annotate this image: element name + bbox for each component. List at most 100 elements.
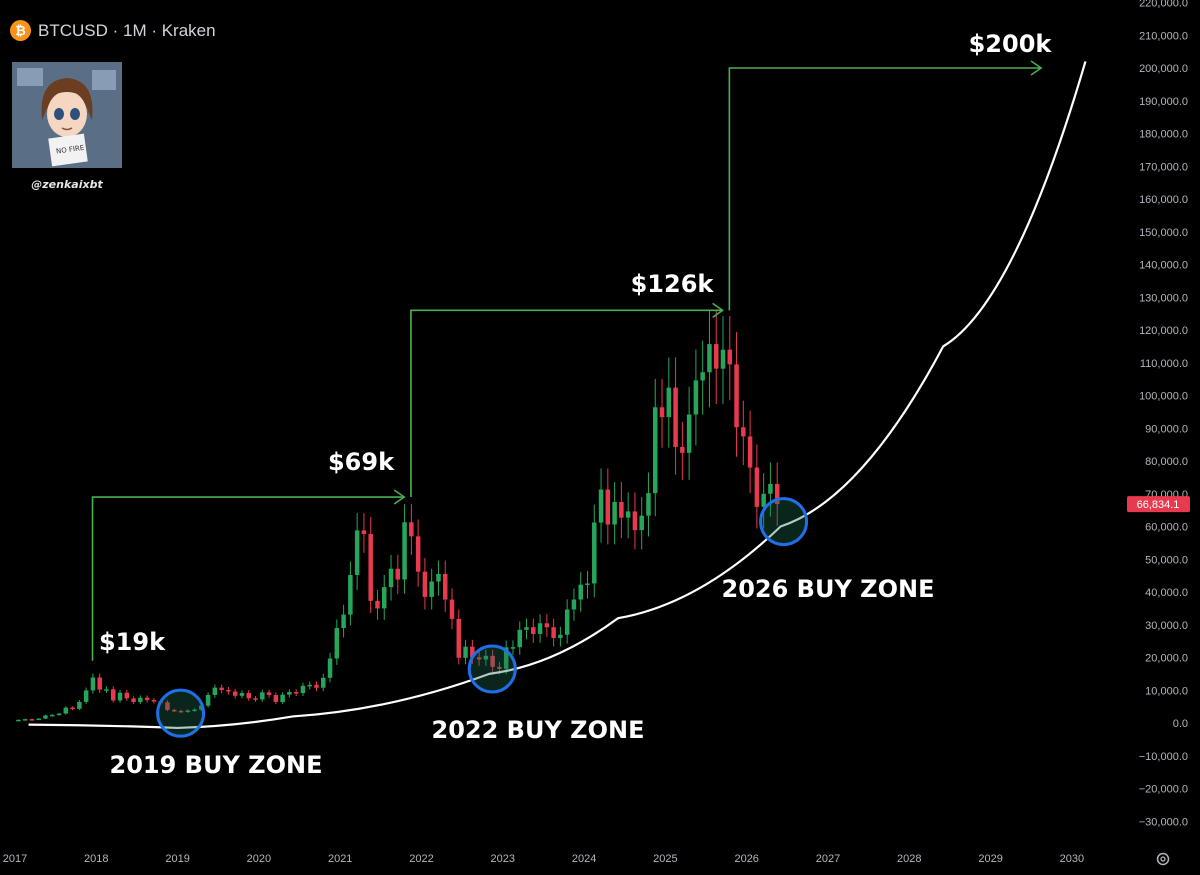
candle-body: [253, 698, 258, 700]
candle-body: [537, 623, 543, 634]
candle-body: [585, 583, 590, 585]
candle-body: [199, 705, 204, 710]
y-tick-label: 120,000.0: [1139, 325, 1188, 337]
x-tick-label: 2023: [491, 853, 515, 865]
y-tick-label: 20,000.0: [1145, 653, 1188, 665]
candle-body: [517, 629, 522, 648]
candle-body: [754, 467, 760, 507]
candle-body: [178, 710, 184, 713]
candle-body: [470, 646, 475, 658]
candle-body: [266, 692, 272, 695]
candle-body: [768, 483, 773, 494]
arrow-line: [410, 309, 723, 498]
candle-body: [260, 692, 265, 700]
candle-body: [226, 689, 231, 692]
y-tick-label: 50,000.0: [1145, 554, 1188, 566]
candle-body: [327, 658, 333, 678]
candle-body: [510, 647, 516, 649]
candle-body: [50, 714, 55, 717]
x-tick-label: 2025: [653, 853, 677, 865]
candle-body: [463, 646, 468, 658]
x-tick-label: 2017: [3, 853, 27, 865]
arrow-head: [1030, 60, 1043, 76]
candle-body: [639, 515, 644, 531]
candle-body: [734, 364, 739, 428]
chart-title: BTCUSD · 1M · Kraken: [38, 20, 216, 40]
bitcoin-icon: ₿: [10, 20, 31, 41]
candle-body: [429, 581, 434, 597]
candle-body: [571, 599, 577, 610]
annotation-labels: $19k $69k $126k $200k 2019 BUY ZONE 2022 BUY …: [99, 30, 1052, 779]
arrow-head: [712, 302, 724, 319]
candle-body: [205, 694, 211, 706]
candle-body: [558, 634, 563, 639]
arrow-line: [91, 496, 405, 661]
candle-body: [354, 530, 360, 575]
candle-body: [503, 647, 509, 669]
candle-body: [307, 684, 312, 687]
candle-body: [524, 627, 529, 630]
x-tick-label: 2027: [816, 853, 840, 865]
candle-body: [544, 623, 550, 628]
candle-body: [375, 600, 380, 609]
y-tick-label: 190,000.0: [1139, 96, 1188, 108]
candle-body: [713, 344, 719, 369]
candle-body: [619, 501, 624, 518]
candle-body: [666, 387, 672, 418]
candle-body: [232, 691, 238, 696]
candle-body: [605, 489, 611, 525]
candle-body: [77, 701, 82, 709]
candle-body: [273, 694, 279, 703]
candle-body: [693, 380, 699, 415]
candle-body: [104, 689, 109, 691]
support-curve: [28, 61, 1087, 730]
candle-body: [382, 587, 387, 609]
x-tick-label: 2022: [409, 853, 433, 865]
candle-body: [747, 436, 753, 468]
candle-body: [321, 677, 326, 688]
x-tick-label: 2028: [897, 853, 921, 865]
candle-body: [171, 709, 177, 712]
candle-body: [422, 571, 428, 597]
y-tick-label: 90,000.0: [1145, 423, 1188, 435]
candle-body: [680, 446, 685, 453]
buy-zone-circle: [759, 497, 809, 547]
annotation-label: $200k: [969, 30, 1053, 58]
candle-body: [707, 344, 712, 373]
candle-body: [219, 687, 224, 690]
candle-body: [483, 655, 489, 660]
y-tick-label: 10,000.0: [1145, 685, 1188, 697]
candle-body: [592, 522, 597, 584]
x-tick-label: 2018: [84, 853, 108, 865]
candle-body: [90, 677, 96, 691]
buy-zone-circle: [156, 688, 206, 738]
candle-body: [341, 614, 346, 629]
candle-body: [56, 713, 62, 716]
candle-body: [117, 692, 123, 701]
candle-body: [287, 692, 292, 695]
candle-body: [151, 700, 157, 702]
candle-body: [442, 573, 448, 600]
candle-body: [70, 707, 75, 710]
candle-body: [612, 501, 617, 525]
candle-body: [361, 530, 367, 535]
candle-body: [653, 407, 658, 494]
y-tick-label: 150,000.0: [1139, 227, 1188, 239]
y-tick-label: 180,000.0: [1139, 129, 1188, 141]
annotation-label: 2019 BUY ZONE: [110, 751, 323, 779]
candle-body: [632, 511, 638, 531]
candle-body: [741, 427, 746, 437]
author-handle: @zenkaixbt: [31, 178, 103, 191]
x-tick-label: 2029: [978, 853, 1002, 865]
annotation-label: 2026 BUY ZONE: [722, 575, 935, 603]
candle-body: [409, 522, 414, 537]
y-tick-label: 130,000.0: [1139, 292, 1188, 304]
y-tick-label: 200,000.0: [1139, 63, 1188, 75]
candle-body: [348, 574, 353, 615]
gear-icon[interactable]: [1155, 851, 1171, 867]
candles-layer: [16, 309, 780, 722]
y-tick-label: 80,000.0: [1145, 456, 1188, 468]
candle-body: [659, 407, 665, 418]
candle-body: [578, 584, 583, 600]
